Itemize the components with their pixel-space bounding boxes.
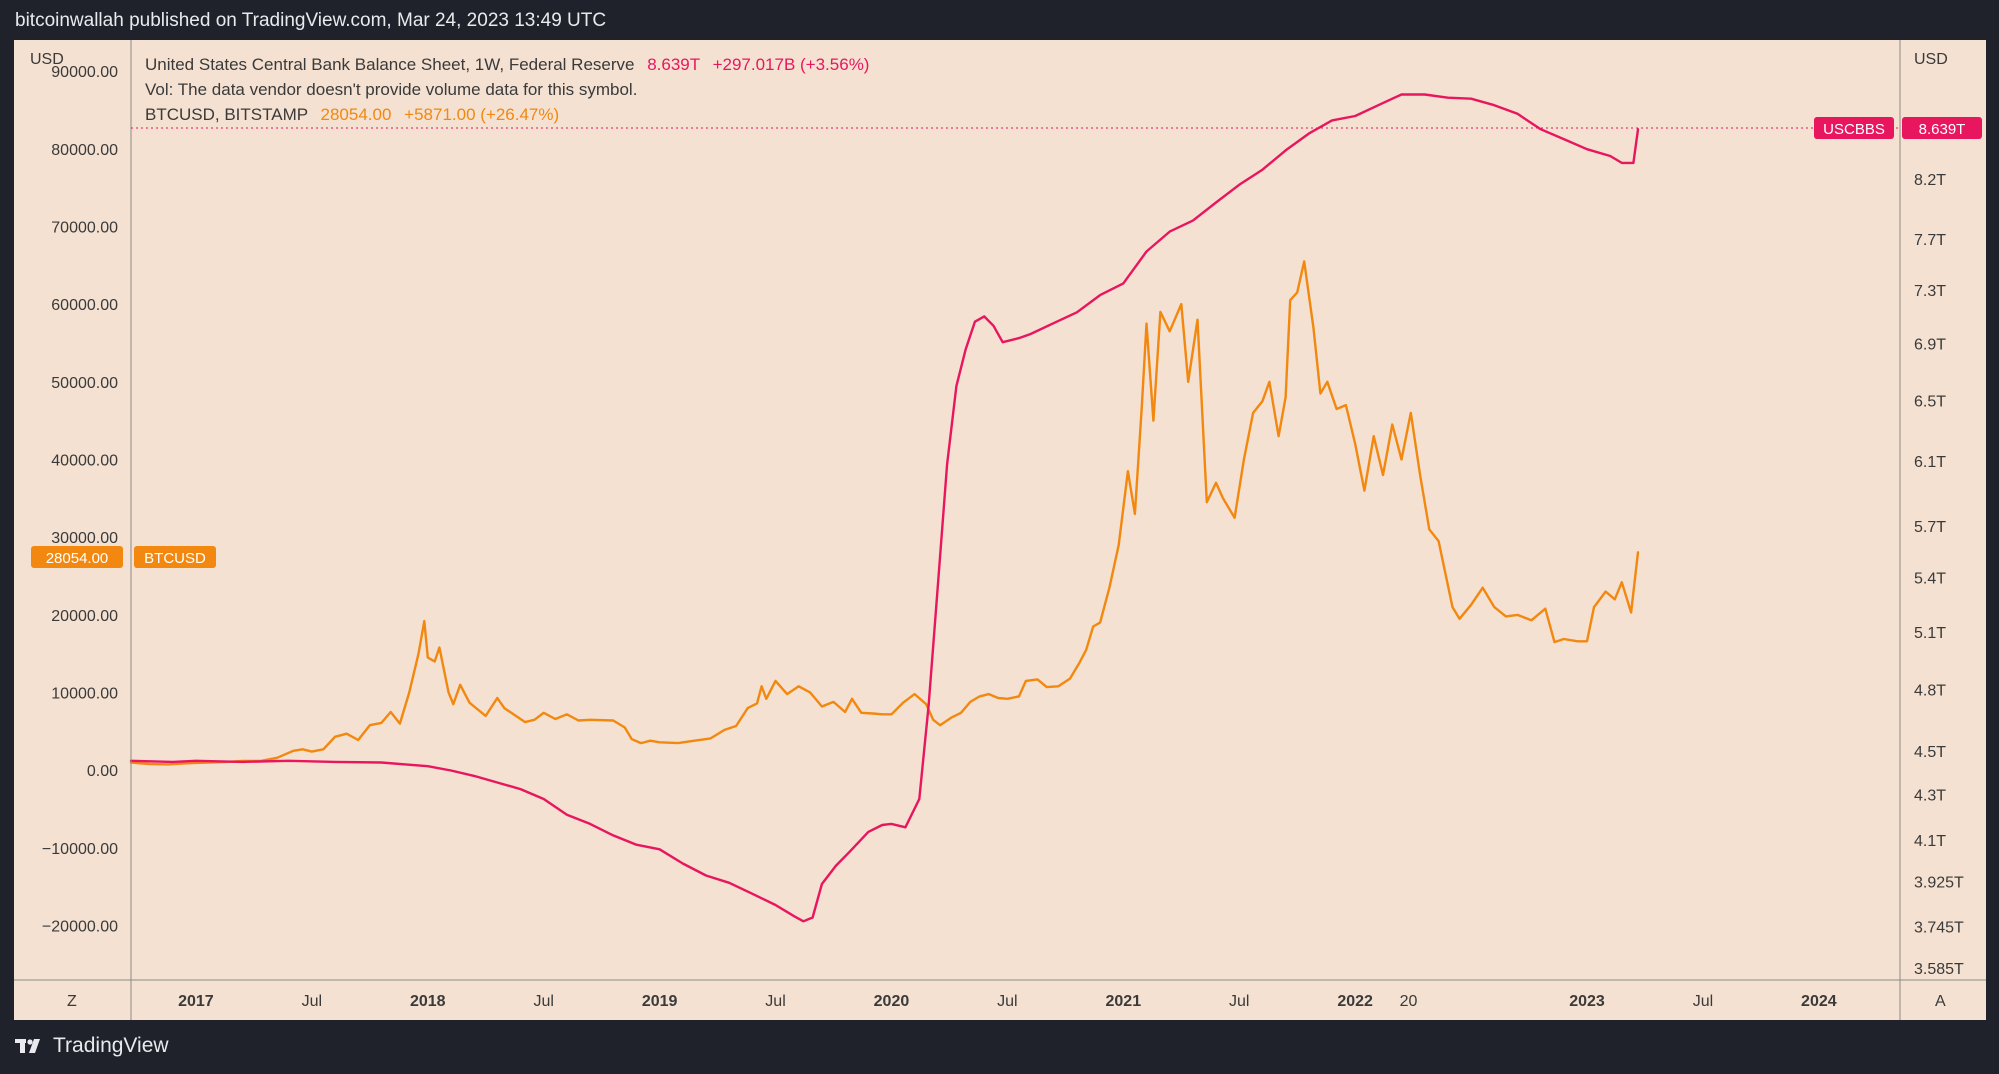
fed-series-line xyxy=(129,93,1640,923)
footer-brand-text: TradingView xyxy=(53,1034,169,1057)
chart-background xyxy=(14,40,1986,1020)
right-axis-tick-label: 4.5T xyxy=(1914,744,1946,761)
left-axis-ticks: 90000.00 80000.00 70000.00 60000.00 50000.00… xyxy=(42,64,118,936)
legend-fed-change: +297.017B (+3.56%) xyxy=(713,55,870,74)
x-axis-tick-label: 2022 xyxy=(1337,993,1373,1010)
left-axis-tick-label: 0.00 xyxy=(87,763,118,780)
btc-series-line xyxy=(129,260,1640,766)
right-axis-unit: USD xyxy=(1914,51,1948,68)
fed-value-text: 8.639T xyxy=(1919,121,1966,138)
right-axis-tick-label: 6.9T xyxy=(1914,337,1946,354)
left-axis-tick-label: −20000.00 xyxy=(42,919,118,936)
right-axis-ticks: 8.2T 7.7T 7.3T 6.9T 6.5T 6.1T 5.7T 5.4T 5.1T 4.8T… xyxy=(1914,172,1964,978)
left-axis-unit: USD xyxy=(30,51,64,68)
x-axis-tick-label: Jul xyxy=(533,993,553,1010)
legend-fed-value: 8.639T xyxy=(647,55,700,74)
right-axis-tick-label: 7.3T xyxy=(1914,283,1946,300)
left-axis-tick-label: 90000.00 xyxy=(51,64,118,81)
fed-price-label: USCBBS 8.639T xyxy=(1814,117,1982,139)
left-axis-tick-label: 80000.00 xyxy=(51,142,118,159)
fed-name-text: USCBBS xyxy=(1823,121,1885,138)
tradingview-logo-icon xyxy=(15,1039,40,1053)
x-axis-corner-left[interactable]: Z xyxy=(67,993,77,1010)
left-axis-tick-label: 40000.00 xyxy=(51,453,118,470)
right-axis-tick-label: 4.1T xyxy=(1914,833,1946,850)
btc-value-text: 28054.00 xyxy=(46,550,109,567)
btc-name-tag xyxy=(134,546,216,568)
right-axis-tick-label: 6.1T xyxy=(1914,454,1946,471)
svg-text:BTCUSD, BITSTAMP 28054.0: BTCUSD, BITSTAMP 28054.00 +5871.00 (+26.… xyxy=(145,105,559,124)
svg-text:United States Central Bank Bal: United States Central Bank Balance Sheet… xyxy=(145,55,869,74)
legend: United States Central Bank Balance Sheet… xyxy=(145,55,869,124)
x-axis-tick-label: 2021 xyxy=(1106,993,1142,1010)
publisher-line: bitcoinwallah published on TradingView.c… xyxy=(15,10,607,31)
fed-value-tag xyxy=(1902,117,1982,139)
right-axis-tick-label: 4.8T xyxy=(1914,683,1946,700)
x-axis-tick-label: Jul xyxy=(1693,993,1713,1010)
left-axis-tick-label: −10000.00 xyxy=(42,841,118,858)
x-axis-tick-label: Jul xyxy=(765,993,785,1010)
right-axis-tick-label: 5.4T xyxy=(1914,570,1946,587)
x-axis-ticks: 2017 Jul 2018 Jul 2019 Jul 2020 Jul 2021 Jul 2022 2… xyxy=(178,993,1837,1010)
x-axis-tick-label: Jul xyxy=(1229,993,1249,1010)
right-axis-tick-label: 3.585T xyxy=(1914,961,1964,978)
btc-value-tag xyxy=(31,546,123,568)
left-axis-tick-label: 30000.00 xyxy=(51,530,118,547)
right-axis-tick-label: 6.5T xyxy=(1914,394,1946,411)
x-axis-tick-label: 2024 xyxy=(1801,993,1837,1010)
legend-btc-label: BTCUSD, BITSTAMP xyxy=(145,105,308,124)
x-axis-corner-right[interactable]: A xyxy=(1935,993,1946,1010)
x-axis-tick-label: 2023 xyxy=(1569,993,1605,1010)
right-axis-tick-label: 5.1T xyxy=(1914,625,1946,642)
left-axis-tick-label: 50000.00 xyxy=(51,375,118,392)
right-axis-tick-label: 3.925T xyxy=(1914,875,1964,892)
right-axis-tick-label: 3.745T xyxy=(1914,919,1964,936)
fed-name-tag xyxy=(1814,117,1894,139)
footer-brand[interactable]: TradingView xyxy=(15,1034,169,1058)
btc-name-text: BTCUSD xyxy=(144,550,206,567)
x-axis-tick-label: 2018 xyxy=(410,993,446,1010)
right-axis-tick-label: 8.2T xyxy=(1914,172,1946,189)
legend-btc-change: +5871.00 (+26.47%) xyxy=(404,105,559,124)
btc-price-label: 28054.00 BTCUSD xyxy=(31,546,216,568)
right-axis-tick-label: 7.7T xyxy=(1914,232,1946,249)
right-axis-tick-label: 4.3T xyxy=(1914,788,1946,805)
legend-btc-value: 28054.00 xyxy=(321,105,392,124)
chart[interactable]: USD USD 90000.00 80000.00 70000.00 60000.00… xyxy=(0,0,1999,1030)
x-axis-tick-label: 2019 xyxy=(642,993,678,1010)
x-axis-tick-label: Jul xyxy=(302,993,322,1010)
left-axis-tick-label: 60000.00 xyxy=(51,297,118,314)
fed-series xyxy=(129,93,1640,923)
left-axis-tick-label: 10000.00 xyxy=(51,686,118,703)
x-axis-tick-label: Jul xyxy=(997,993,1017,1010)
left-axis-tick-label: 20000.00 xyxy=(51,608,118,625)
x-axis-tick-label: 20 xyxy=(1400,993,1418,1010)
legend-volume-note: Vol: The data vendor doesn't provide vol… xyxy=(145,80,637,99)
svg-text:Vol: The data vendor doesn't p: Vol: The data vendor doesn't provide vol… xyxy=(145,80,637,99)
right-axis-tick-label: 5.7T xyxy=(1914,519,1946,536)
left-axis-tick-label: 70000.00 xyxy=(51,219,118,236)
x-axis-tick-label: 2020 xyxy=(874,993,910,1010)
x-axis-tick-label: 2017 xyxy=(178,993,214,1010)
btc-series xyxy=(129,260,1640,766)
legend-fed-label: United States Central Bank Balance Sheet… xyxy=(145,55,634,74)
